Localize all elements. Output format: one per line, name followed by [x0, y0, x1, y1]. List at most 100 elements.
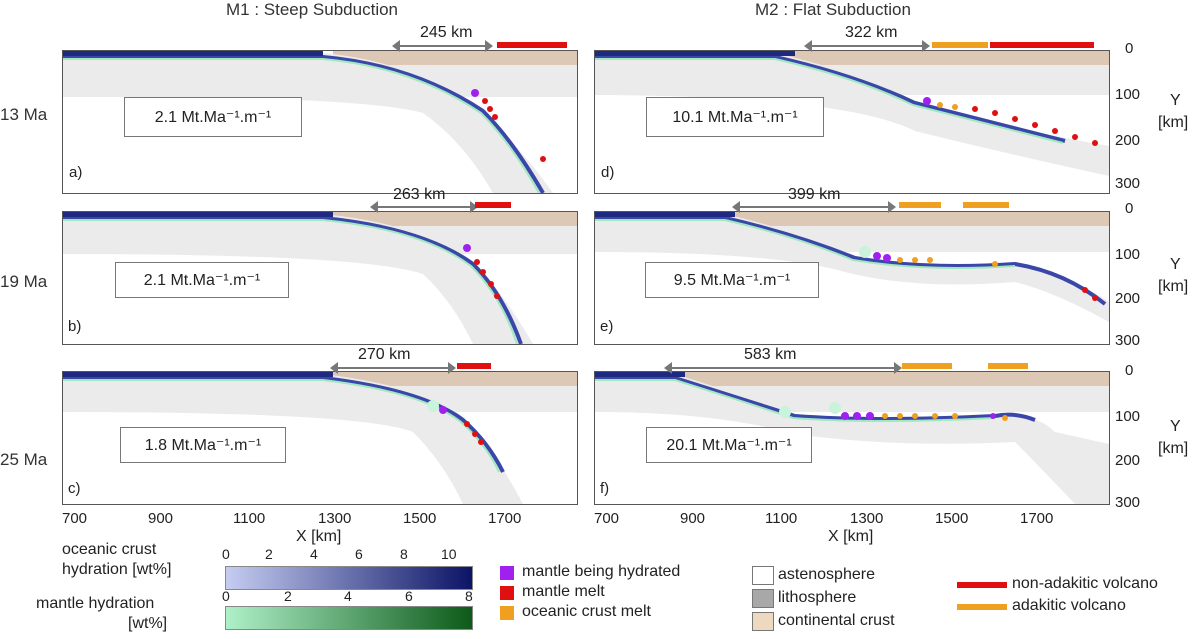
distance-arrow-e: [732, 201, 896, 213]
volcano-bar-c: [457, 363, 491, 369]
crust-tick-2: 2: [265, 546, 273, 562]
y-axis-unit-b: [km]: [1158, 278, 1189, 295]
x-tick-right-1100: 1100: [765, 510, 798, 527]
mantle-tick-6: 6: [405, 588, 413, 604]
x-tick-left-1100: 1100: [233, 510, 266, 527]
crust-hydration-colorbar: [225, 566, 473, 590]
panel-letter-b: b): [68, 318, 82, 335]
y-tick-a-0: 0: [1125, 40, 1134, 57]
m1-title: M1 : Steep Subduction: [226, 0, 399, 19]
x-tick-right-1300: 1300: [850, 510, 884, 527]
x-tick-left-900: 900: [148, 510, 174, 527]
crust-colorbar-title-2: hydration [wt%]: [62, 561, 172, 578]
distance-label-b: 263 km: [393, 186, 446, 203]
y-tick-a-200: 200: [1115, 132, 1141, 149]
distance-label-f: 583 km: [744, 346, 797, 363]
legend-swatch-mantle-melt: [500, 586, 514, 600]
legend-label-crust-melt: oceanic crust melt: [522, 603, 651, 620]
x-tick-left-1700: 1700: [488, 510, 522, 527]
legend-swatch-mantle-hydrated: [500, 566, 514, 580]
mantle-tick-2: 2: [284, 588, 292, 604]
distance-arrow-c: [330, 362, 456, 374]
legend-swatch-non-adakitic: [957, 582, 1007, 588]
crust-tick-6: 6: [355, 546, 363, 562]
mantle-tick-8: 8: [465, 588, 473, 604]
y-tick-c-200: 200: [1115, 452, 1141, 469]
mantle-hydration-colorbar: [225, 606, 473, 630]
volcano-bar-d-non-adakitic: [990, 42, 1094, 48]
legend-label-lithosphere: lithosphere: [778, 589, 857, 606]
mantle-colorbar-title-1: mantle hydration: [36, 595, 155, 612]
x-axis-label-right: X [km]: [828, 528, 874, 545]
crust-tick-0: 0: [222, 546, 230, 562]
legend-label-adakitic: adakitic volcano: [1012, 597, 1126, 614]
distance-arrow-a: [392, 40, 493, 52]
y-tick-b-300: 300: [1115, 332, 1141, 349]
distance-arrow-b: [370, 201, 478, 213]
legend-swatch-adakitic: [957, 604, 1007, 610]
panel-d: [594, 50, 1110, 194]
panel-letter-a: a): [69, 164, 83, 181]
time-label-19ma: 19 Ma: [0, 272, 48, 291]
flux-box-d: 10.1 Mt.Ma⁻¹.m⁻¹: [646, 97, 824, 137]
y-axis-unit-a: [km]: [1158, 114, 1189, 131]
legend-swatch-continental-crust: [752, 612, 774, 631]
distance-label-d: 322 km: [845, 24, 898, 41]
panel-letter-d: d): [601, 164, 615, 181]
mantle-tick-4: 4: [344, 588, 352, 604]
distance-arrow-d: [804, 40, 930, 52]
volcano-bar-a: [497, 42, 567, 48]
volcano-bar-b: [475, 202, 511, 208]
y-tick-c-0: 0: [1125, 362, 1134, 379]
y-tick-b-200: 200: [1115, 290, 1141, 307]
distance-label-a: 245 km: [420, 24, 473, 41]
panel-a: [62, 50, 578, 194]
panel-f-section: [595, 372, 1109, 504]
x-axis-label-left: X [km]: [296, 528, 342, 545]
legend-swatch-astenosphere: [752, 566, 774, 585]
y-axis-label-b: Y: [1170, 256, 1181, 273]
y-tick-b-100: 100: [1115, 246, 1141, 263]
y-tick-a-300: 300: [1115, 175, 1141, 192]
x-tick-right-1500: 1500: [935, 510, 969, 527]
y-tick-b-0: 0: [1125, 200, 1134, 217]
flux-box-a: 2.1 Mt.Ma⁻¹.m⁻¹: [124, 97, 302, 137]
y-tick-c-300: 300: [1115, 494, 1141, 511]
y-axis-label-a: Y: [1170, 92, 1181, 109]
x-tick-right-1700: 1700: [1020, 510, 1054, 527]
panel-e: [594, 211, 1110, 345]
legend-label-continental-crust: continental crust: [778, 612, 895, 629]
panel-b-section: [63, 212, 577, 344]
distance-label-e: 399 km: [788, 186, 841, 203]
mantle-colorbar-title-2: [wt%]: [128, 615, 168, 632]
y-axis-label-c: Y: [1170, 418, 1181, 435]
x-tick-left-1300: 1300: [318, 510, 352, 527]
mantle-tick-0: 0: [222, 588, 230, 604]
volcano-bar-f-1: [902, 363, 952, 369]
y-axis-unit-c: [km]: [1158, 440, 1189, 457]
panel-a-section: [63, 51, 577, 193]
panel-b: [62, 211, 578, 345]
x-tick-right-900: 900: [680, 510, 706, 527]
panel-letter-e: e): [600, 318, 614, 335]
legend-label-astenosphere: astenosphere: [778, 566, 875, 583]
x-tick-left-1500: 1500: [403, 510, 437, 527]
panel-d-section: [595, 51, 1109, 176]
panel-e-section: [595, 212, 1109, 322]
volcano-bar-e-1: [899, 202, 941, 208]
m2-title: M2 : Flat Subduction: [755, 0, 911, 19]
x-tick-right-700: 700: [594, 510, 620, 527]
time-label-25ma: 25 Ma: [0, 450, 48, 469]
volcano-bar-e-2: [963, 202, 1009, 208]
legend-swatch-lithosphere: [752, 589, 774, 608]
volcano-bar-f-2: [988, 363, 1028, 369]
legend-label-mantle-melt: mantle melt: [522, 583, 605, 600]
panel-letter-f: f): [600, 480, 610, 497]
panel-c-section: [63, 372, 577, 504]
legend-swatch-crust-melt: [500, 606, 514, 620]
legend-label-mantle-hydrated: mantle being hydrated: [522, 563, 681, 580]
flux-box-f: 20.1 Mt.Ma⁻¹.m⁻¹: [646, 427, 812, 463]
flux-box-e: 9.5 Mt.Ma⁻¹.m⁻¹: [645, 262, 819, 298]
y-tick-c-100: 100: [1115, 408, 1141, 425]
flux-box-b: 2.1 Mt.Ma⁻¹.m⁻¹: [115, 262, 289, 298]
